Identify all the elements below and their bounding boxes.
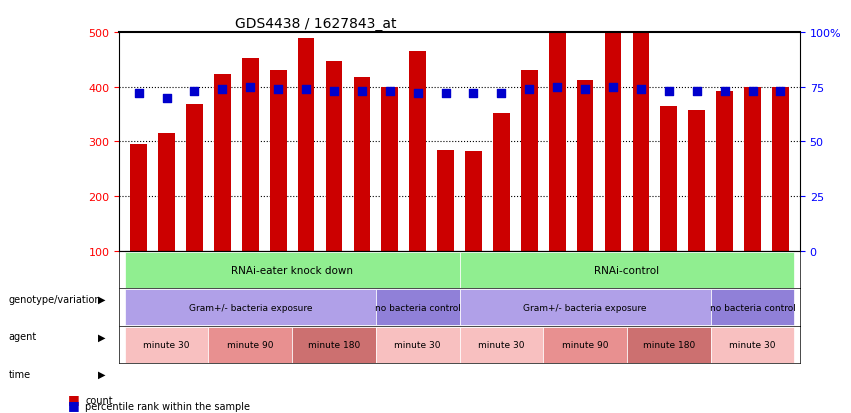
- Bar: [688, 111, 705, 251]
- Bar: [460, 252, 794, 288]
- Point: [132, 91, 146, 97]
- Bar: [376, 290, 460, 325]
- Point: [439, 91, 453, 97]
- Bar: [772, 88, 789, 251]
- Text: minute 30: minute 30: [143, 340, 190, 349]
- Text: count: count: [85, 395, 112, 405]
- Bar: [125, 252, 460, 288]
- Bar: [409, 52, 426, 251]
- Bar: [292, 327, 376, 363]
- Text: Gram+/- bacteria exposure: Gram+/- bacteria exposure: [189, 303, 312, 312]
- Text: minute 30: minute 30: [478, 340, 525, 349]
- Point: [690, 89, 704, 95]
- Bar: [543, 327, 627, 363]
- Bar: [158, 134, 175, 251]
- Point: [300, 86, 313, 93]
- Text: minute 30: minute 30: [729, 340, 776, 349]
- Bar: [214, 75, 231, 251]
- Point: [160, 95, 174, 102]
- Text: minute 30: minute 30: [394, 340, 441, 349]
- Bar: [381, 88, 398, 251]
- Point: [551, 84, 564, 91]
- Text: no bacteria control: no bacteria control: [374, 303, 460, 312]
- Point: [606, 84, 620, 91]
- Point: [579, 86, 592, 93]
- Text: ▶: ▶: [98, 332, 106, 342]
- Bar: [353, 78, 370, 251]
- Bar: [660, 107, 677, 251]
- Bar: [521, 71, 538, 251]
- Text: ▶: ▶: [98, 294, 106, 304]
- Text: ■: ■: [68, 398, 80, 411]
- Point: [215, 86, 229, 93]
- Bar: [604, 19, 621, 251]
- Point: [745, 89, 759, 95]
- Text: RNAi-control: RNAi-control: [594, 265, 660, 275]
- Text: Gram+/- bacteria exposure: Gram+/- bacteria exposure: [523, 303, 647, 312]
- Bar: [326, 62, 342, 251]
- Point: [327, 89, 340, 95]
- Bar: [632, 34, 649, 251]
- Text: minute 90: minute 90: [562, 340, 608, 349]
- Text: GDS4438 / 1627843_at: GDS4438 / 1627843_at: [235, 17, 397, 31]
- Text: time: time: [9, 369, 31, 379]
- Bar: [717, 91, 733, 251]
- Bar: [270, 71, 287, 251]
- Text: ▶: ▶: [98, 369, 106, 379]
- Text: minute 180: minute 180: [643, 340, 695, 349]
- Text: minute 180: minute 180: [308, 340, 360, 349]
- Bar: [460, 290, 711, 325]
- Text: minute 90: minute 90: [227, 340, 273, 349]
- Point: [355, 89, 368, 95]
- Point: [466, 91, 480, 97]
- Bar: [437, 150, 454, 251]
- Point: [523, 86, 536, 93]
- Point: [411, 91, 425, 97]
- Point: [717, 89, 731, 95]
- Bar: [125, 290, 376, 325]
- Bar: [130, 145, 147, 251]
- Point: [243, 84, 257, 91]
- Bar: [242, 59, 259, 251]
- Bar: [493, 114, 510, 251]
- Point: [634, 86, 648, 93]
- Point: [188, 89, 202, 95]
- Point: [662, 89, 676, 95]
- Bar: [125, 327, 208, 363]
- Point: [494, 91, 508, 97]
- Text: percentile rank within the sample: percentile rank within the sample: [85, 401, 250, 411]
- Text: no bacteria control: no bacteria control: [710, 303, 796, 312]
- Bar: [711, 327, 794, 363]
- Bar: [208, 327, 292, 363]
- Text: agent: agent: [9, 332, 37, 342]
- Bar: [376, 327, 460, 363]
- Point: [271, 86, 285, 93]
- Bar: [298, 38, 315, 251]
- Bar: [744, 88, 761, 251]
- Point: [774, 89, 787, 95]
- Bar: [465, 152, 482, 251]
- Bar: [460, 327, 543, 363]
- Text: ■: ■: [68, 392, 80, 405]
- Point: [383, 89, 397, 95]
- Text: RNAi-eater knock down: RNAi-eater knock down: [231, 265, 353, 275]
- Bar: [549, 25, 566, 251]
- Bar: [186, 105, 203, 251]
- Bar: [627, 327, 711, 363]
- Bar: [577, 81, 593, 251]
- Bar: [711, 290, 794, 325]
- Text: genotype/variation: genotype/variation: [9, 294, 101, 304]
